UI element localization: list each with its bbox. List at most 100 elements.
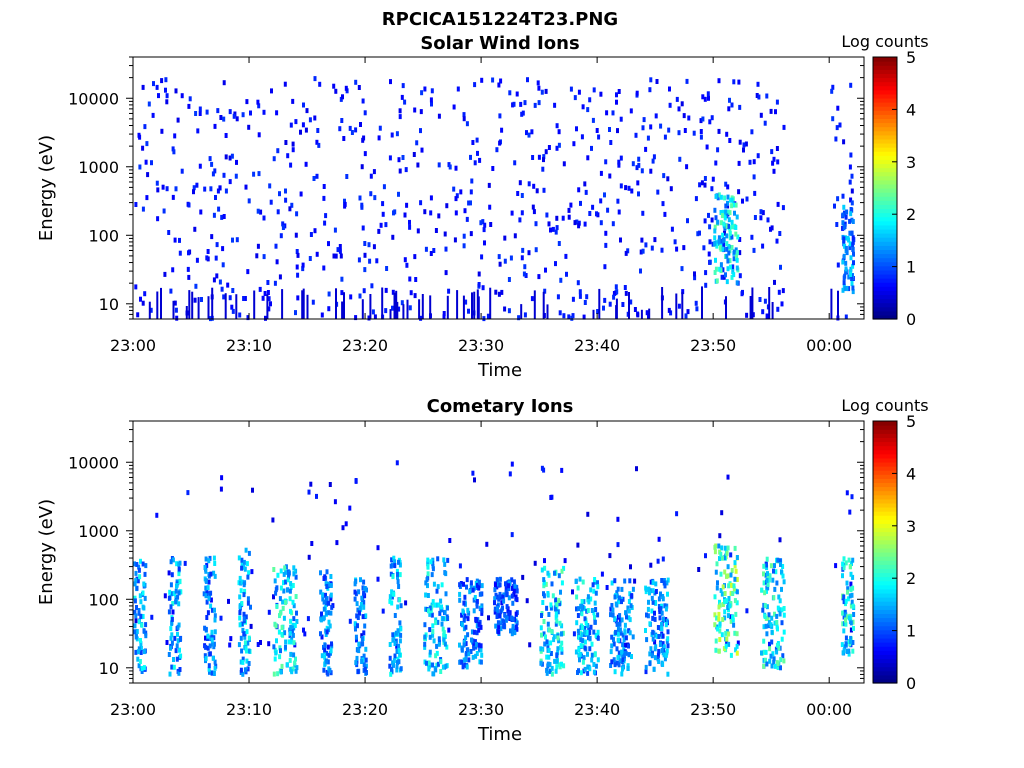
count-cell: [453, 237, 457, 243]
count-cell: [465, 664, 469, 670]
count-cell: [842, 204, 846, 210]
count-cell: [495, 613, 499, 619]
count-cell: [267, 609, 271, 615]
count-cell: [240, 557, 244, 563]
count-cell: [442, 311, 446, 316]
count-cell: [772, 168, 776, 174]
count-cell: [443, 231, 447, 237]
count-cell: [160, 128, 164, 134]
count-cell: [773, 279, 776, 285]
count-cell: [137, 619, 141, 625]
count-cell: [781, 288, 785, 294]
count-cell: [738, 237, 742, 242]
count-cell: [511, 627, 515, 633]
count-cell: [363, 666, 367, 672]
count-cell: [560, 631, 563, 637]
count-cell: [645, 637, 649, 643]
count-cell: [626, 605, 630, 611]
count-cell: [178, 237, 181, 243]
count-cell: [562, 663, 566, 669]
count-cell: [583, 221, 587, 227]
count-cell: [585, 294, 589, 300]
count-cell: [769, 226, 772, 232]
count-cell: [624, 185, 628, 191]
y-tick-label: 10: [99, 295, 119, 314]
count-cell: [533, 290, 536, 319]
count-cell: [302, 102, 305, 108]
count-cell: [621, 632, 625, 638]
count-cell: [462, 642, 466, 648]
count-cell: [446, 295, 449, 319]
count-cell: [397, 559, 400, 565]
colorbar-segment: [873, 269, 897, 275]
count-cell: [228, 642, 232, 648]
count-cell: [848, 245, 852, 251]
count-cell: [139, 638, 142, 643]
count-cell: [398, 114, 402, 120]
count-cell: [246, 600, 250, 606]
count-cell: [699, 118, 703, 124]
count-cell: [725, 233, 729, 239]
count-cell: [497, 629, 501, 635]
count-cell: [637, 156, 641, 162]
count-cell: [480, 607, 484, 613]
count-cell: [594, 590, 598, 596]
count-cell: [324, 601, 328, 607]
count-cell: [216, 188, 220, 194]
count-cell: [651, 158, 655, 164]
count-cell: [719, 571, 723, 577]
count-cell: [210, 670, 214, 676]
count-cell: [604, 242, 608, 248]
count-cell: [735, 257, 739, 263]
count-cell: [610, 580, 614, 586]
count-cell: [175, 561, 179, 567]
count-cell: [224, 133, 228, 138]
count-cell: [605, 110, 609, 116]
count-cell: [206, 249, 210, 254]
count-cell: [547, 654, 551, 660]
count-cell: [204, 568, 208, 574]
count-cell: [850, 599, 854, 605]
count-cell: [310, 541, 314, 546]
x-tick-label: 23:00: [110, 700, 156, 719]
count-cell: [367, 315, 371, 321]
count-cell: [332, 253, 336, 259]
count-cell: [134, 578, 138, 584]
plot-frame: [132, 420, 865, 684]
count-cell: [592, 629, 596, 635]
count-cell: [645, 310, 649, 316]
count-cell: [507, 586, 511, 592]
count-cell: [209, 603, 213, 609]
count-cell: [483, 222, 487, 228]
count-cell: [507, 583, 510, 589]
count-cell: [170, 632, 174, 638]
count-cell: [523, 100, 527, 106]
count-cell: [644, 587, 648, 592]
colorbar-segment: [873, 670, 897, 676]
count-cell: [419, 315, 423, 321]
count-cell: [195, 182, 199, 188]
count-cell: [730, 197, 734, 203]
count-cell: [611, 221, 615, 227]
count-cell: [356, 615, 360, 620]
count-cell: [288, 627, 292, 633]
count-cell: [841, 212, 845, 218]
count-cell: [539, 646, 543, 652]
count-cell: [726, 613, 730, 619]
count-cell: [771, 302, 774, 319]
count-cell: [510, 210, 514, 216]
count-cell: [239, 659, 243, 665]
count-cell: [592, 610, 596, 616]
count-cell: [580, 611, 584, 617]
count-cell: [836, 196, 840, 202]
count-cell: [844, 214, 848, 220]
count-cell: [344, 521, 348, 527]
count-cell: [307, 489, 311, 495]
count-cell: [545, 639, 549, 645]
count-cell: [522, 271, 526, 277]
count-cell: [849, 269, 852, 275]
count-cell: [719, 588, 723, 593]
count-cell: [753, 215, 757, 220]
count-cell: [596, 584, 600, 590]
count-cell: [465, 577, 469, 583]
